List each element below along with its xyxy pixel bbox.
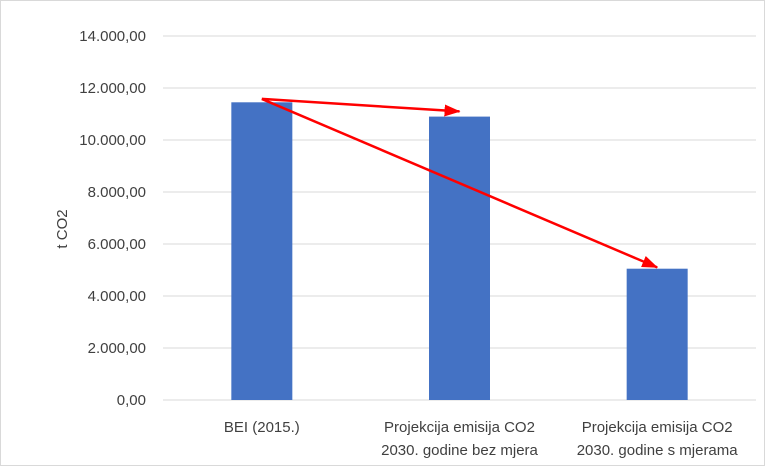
y-tick-label: 14.000,00 bbox=[79, 28, 146, 45]
x-category-label-line: BEI (2015.) bbox=[224, 419, 300, 436]
x-category-label: Projekcija emisija CO2 2030. godine bez m… bbox=[381, 419, 538, 459]
y-tick-label: 4.000,00 bbox=[88, 288, 146, 305]
x-axis-categories: BEI (2015.) Projekcija emisija CO2 2030. g… bbox=[224, 419, 738, 459]
y-tick-label: 10.000,00 bbox=[79, 132, 146, 149]
y-tick-label: 6.000,00 bbox=[88, 236, 146, 253]
trend-arrow bbox=[261, 97, 659, 269]
x-category-label-line: 2030. godine bez mjera bbox=[381, 442, 538, 459]
x-category-label-line: Projekcija emisija CO2 bbox=[582, 419, 733, 436]
y-tick-label: 8.000,00 bbox=[88, 184, 146, 201]
x-category-label-line: 2030. godine s mjerama bbox=[577, 442, 739, 459]
bar bbox=[429, 116, 490, 400]
bar bbox=[231, 102, 293, 401]
y-tick-label: 0,00 bbox=[117, 392, 146, 409]
trend-arrows bbox=[261, 97, 659, 269]
y-axis-ticks: 0,00 2.000,00 4.000,00 6.000,00 8.000,00 10.0… bbox=[79, 28, 146, 409]
y-tick-label: 12.000,00 bbox=[79, 80, 146, 97]
x-category-label: Projekcija emisija CO2 2030. godine s mje… bbox=[577, 419, 739, 459]
trend-arrow bbox=[261, 97, 461, 117]
x-category-label-line: Projekcija emisija CO2 bbox=[384, 419, 535, 436]
bars bbox=[231, 102, 688, 401]
bar bbox=[626, 268, 688, 400]
y-tick-label: 2.000,00 bbox=[88, 340, 146, 357]
x-category-label: BEI (2015.) bbox=[224, 419, 300, 436]
y-axis-title: t CO2 bbox=[54, 209, 71, 248]
